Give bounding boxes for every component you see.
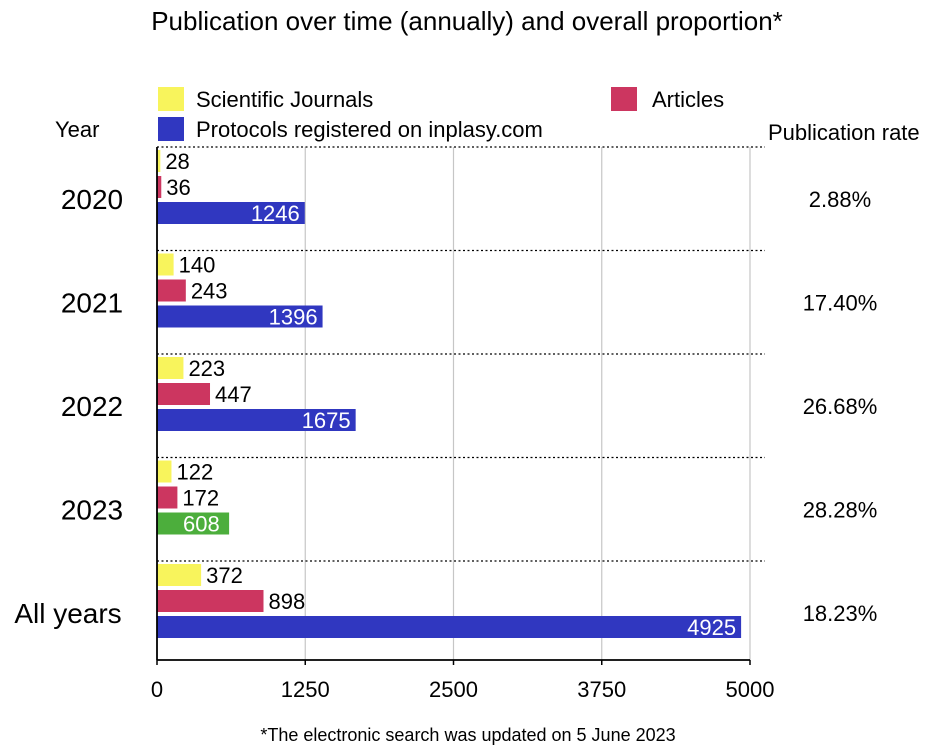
bar — [157, 202, 305, 224]
publication-rate-label: 17.40% — [803, 290, 878, 315]
x-tick-label: 1250 — [281, 677, 330, 702]
bar-value-label: 223 — [188, 356, 225, 381]
publication-rate-label: 26.68% — [803, 394, 878, 419]
bar — [157, 486, 178, 509]
legend-label: Scientific Journals — [196, 87, 373, 112]
bar-value-label: 447 — [215, 382, 252, 407]
bar-value-label: 4925 — [687, 615, 736, 640]
legend-swatch — [158, 87, 184, 111]
legend-swatch — [158, 117, 184, 141]
bar — [157, 253, 174, 276]
x-tick-label: 0 — [151, 677, 163, 702]
bar — [157, 564, 202, 586]
bar — [157, 176, 162, 198]
x-tick-label: 3750 — [577, 677, 626, 702]
legend-label: Articles — [652, 87, 724, 112]
bar-value-label: 28 — [165, 149, 189, 174]
category-label: 2023 — [61, 494, 123, 525]
footnote: *The electronic search was updated on 5 … — [260, 725, 675, 745]
publication-rate-label: 28.28% — [803, 497, 878, 522]
x-tick-label: 5000 — [726, 677, 775, 702]
grid — [157, 146, 765, 660]
bar — [157, 460, 172, 483]
bar-value-label: 1675 — [302, 408, 351, 433]
bar — [157, 512, 230, 535]
bar-value-label: 36 — [166, 175, 190, 200]
legend: Scientific Journals Articles Protocols reg… — [158, 87, 724, 142]
publication-rate-label: 18.23% — [803, 601, 878, 626]
category-label: 2021 — [61, 287, 123, 318]
bar — [157, 590, 264, 612]
category-label: 2020 — [61, 184, 123, 215]
bar-value-label: 140 — [179, 253, 216, 278]
bar — [157, 616, 742, 638]
category-label: All years — [14, 598, 121, 629]
bar-value-label: 243 — [191, 279, 228, 304]
bar-value-label: 172 — [182, 486, 219, 511]
bar-value-label: 122 — [176, 460, 213, 485]
publication-rate-label: 2.88% — [809, 187, 871, 212]
bar — [157, 409, 356, 431]
category-label: 2022 — [61, 391, 123, 422]
bar-value-label: 1246 — [251, 201, 300, 226]
rate-header: Publication rate — [768, 120, 920, 145]
bar-value-label: 898 — [269, 589, 306, 614]
bar-value-label: 1396 — [269, 305, 318, 330]
publication-rates: 2.88% 17.40% 26.68% 28.28% 18.23% — [803, 187, 878, 626]
bar-value-label: 372 — [206, 563, 243, 588]
x-tick-label: 2500 — [429, 677, 478, 702]
bar — [157, 305, 323, 328]
bars — [157, 150, 742, 638]
legend-swatch — [611, 87, 637, 111]
bar — [157, 383, 211, 405]
legend-label: Protocols registered on inplasy.com — [196, 117, 543, 142]
bar-value-label: 608 — [183, 512, 220, 537]
x-axis: 0 1250 2500 3750 5000 — [151, 147, 775, 702]
bar — [157, 279, 186, 302]
bar — [157, 150, 161, 172]
row-header: Year — [55, 117, 99, 142]
chart-title: Publication over time (annually) and ove… — [151, 6, 783, 36]
bar — [157, 357, 184, 379]
